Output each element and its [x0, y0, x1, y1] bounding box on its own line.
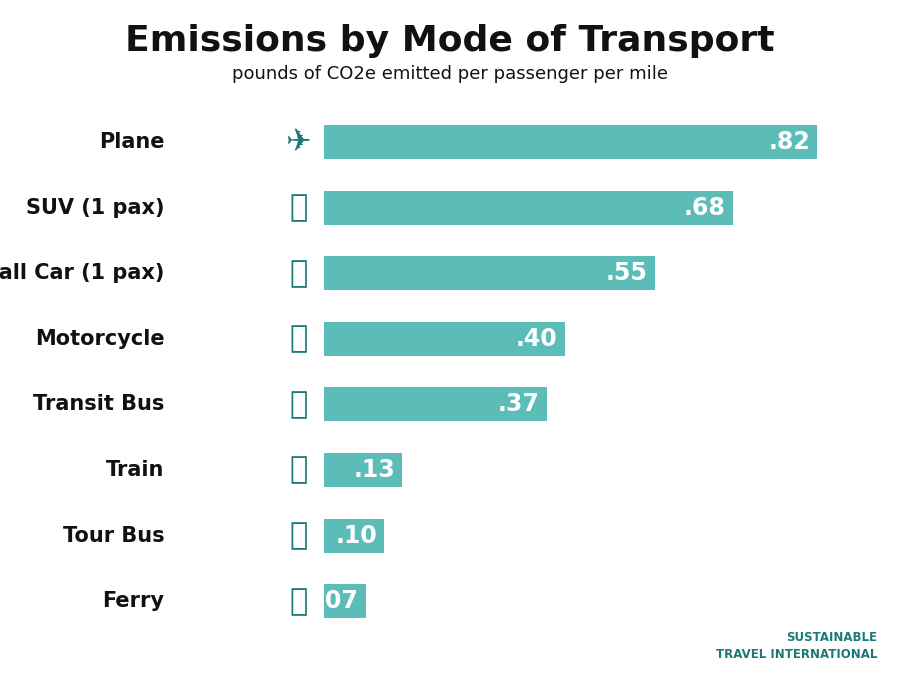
Bar [324, 125, 817, 159]
Text: 🚢: 🚢 [289, 587, 307, 616]
Text: SUSTAINABLE
TRAVEL INTERNATIONAL: SUSTAINABLE TRAVEL INTERNATIONAL [716, 631, 878, 661]
Text: ✈: ✈ [285, 127, 310, 156]
Text: 🚆: 🚆 [289, 456, 307, 484]
Text: .68: .68 [684, 196, 726, 220]
Bar [324, 387, 546, 421]
Text: Small Car (1 pax): Small Car (1 pax) [0, 263, 165, 283]
Text: Tour Bus: Tour Bus [63, 525, 165, 546]
Text: .55: .55 [606, 261, 648, 285]
Text: Transit Bus: Transit Bus [33, 395, 165, 414]
Bar [324, 584, 366, 619]
Text: 🚌: 🚌 [289, 521, 307, 550]
Bar [324, 519, 384, 553]
Text: .82: .82 [769, 130, 810, 154]
Bar [324, 256, 655, 290]
Text: SUV (1 pax): SUV (1 pax) [26, 197, 165, 218]
Text: Motorcycle: Motorcycle [35, 329, 165, 349]
Text: .13: .13 [353, 458, 395, 482]
Text: 🚗: 🚗 [289, 193, 307, 222]
Bar [324, 190, 734, 225]
Text: Plane: Plane [99, 132, 165, 152]
Bar [324, 322, 564, 356]
Text: Train: Train [106, 460, 165, 480]
Text: .40: .40 [516, 327, 557, 351]
Text: .37: .37 [498, 393, 539, 416]
Text: .10: .10 [335, 523, 377, 547]
Text: 🚗: 🚗 [289, 259, 307, 288]
Text: 🏍: 🏍 [289, 324, 307, 353]
Text: 🚌: 🚌 [289, 390, 307, 419]
Text: Emissions by Mode of Transport: Emissions by Mode of Transport [125, 24, 775, 58]
Text: pounds of CO2e emitted per passenger per mile: pounds of CO2e emitted per passenger per… [232, 65, 668, 83]
Bar [324, 453, 402, 487]
Text: .07: .07 [317, 589, 359, 613]
Text: Ferry: Ferry [103, 591, 165, 611]
